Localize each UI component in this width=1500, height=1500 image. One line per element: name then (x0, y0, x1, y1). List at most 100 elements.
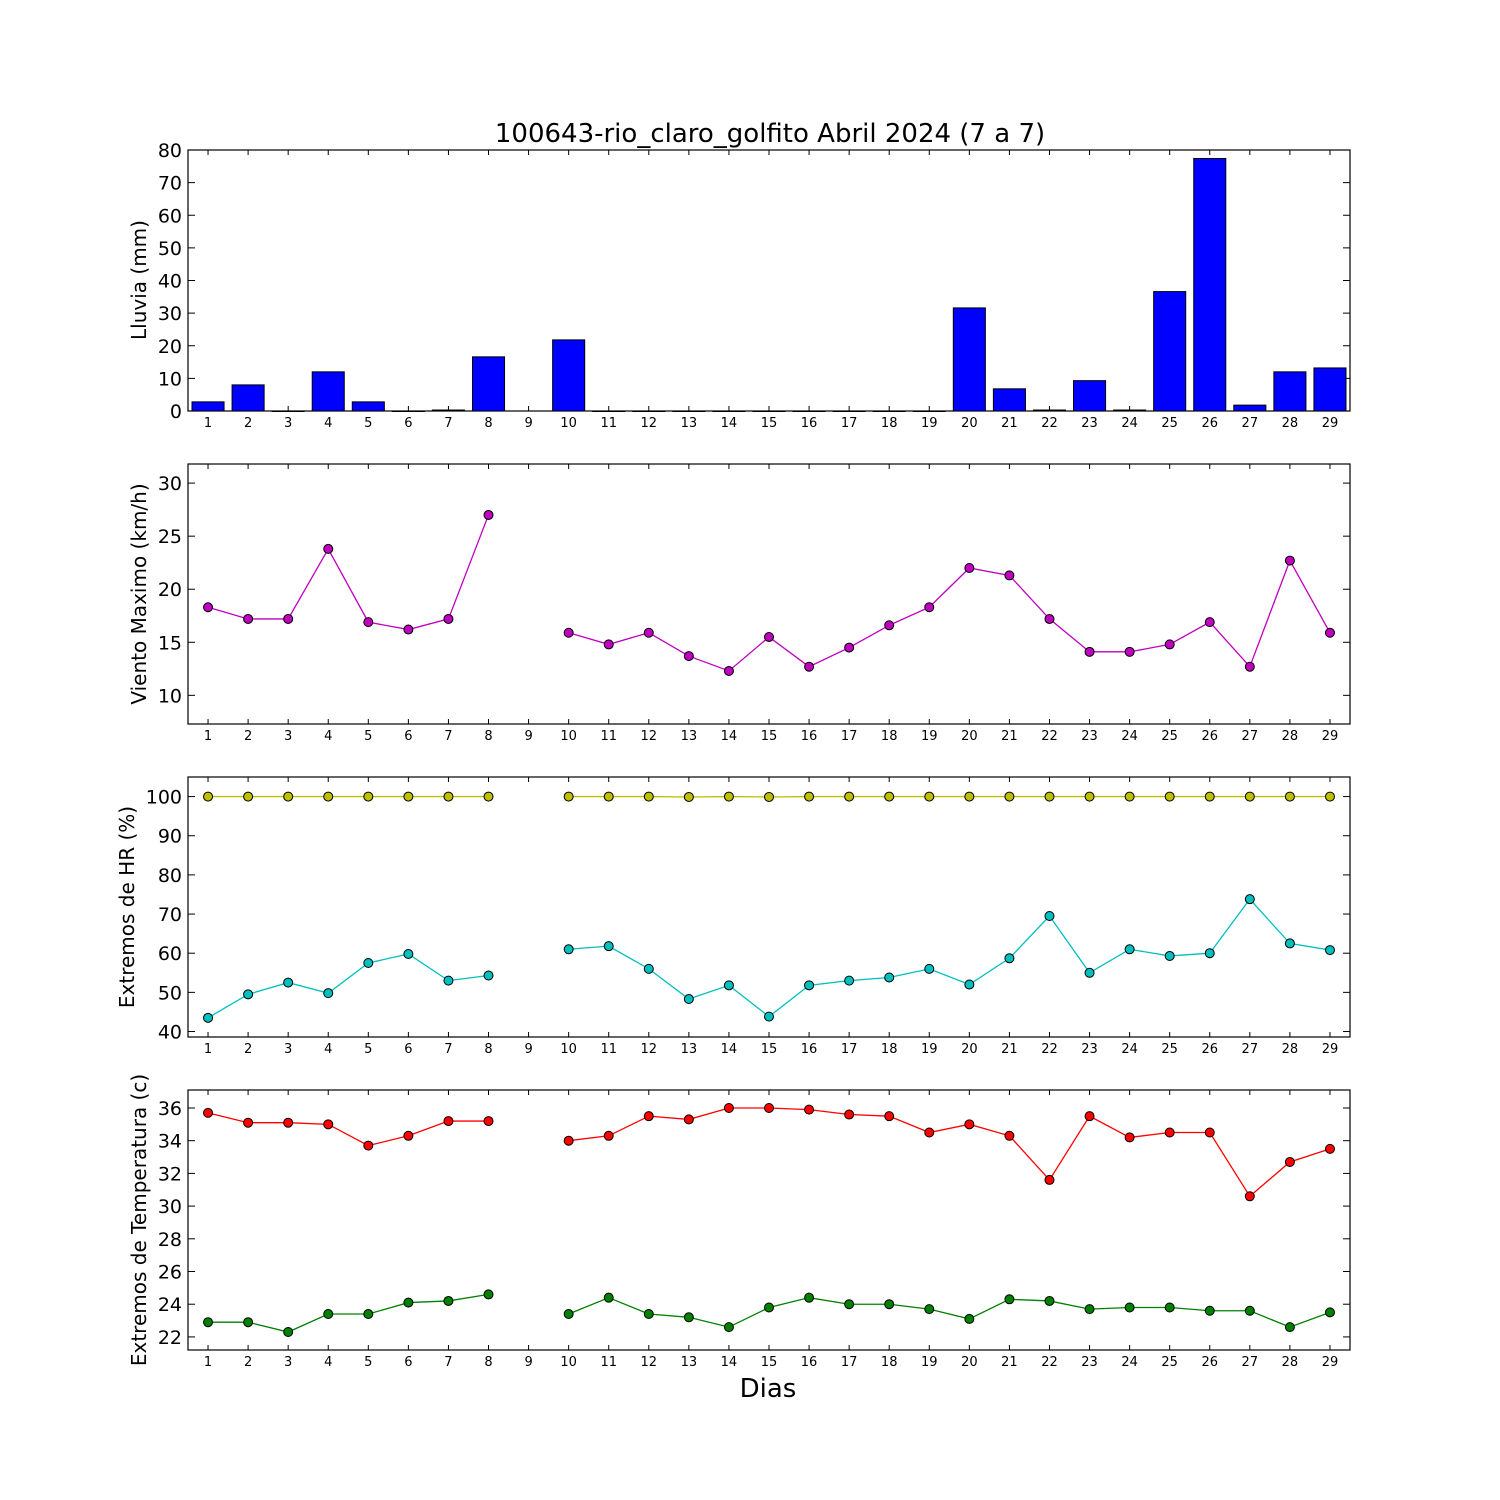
x-tick-label: 9 (524, 1355, 532, 1370)
data-point-day-11 (603, 1130, 614, 1141)
y-tick-label: 20 (158, 336, 182, 358)
data-point-day-20 (964, 979, 975, 990)
x-tick-label: 5 (364, 1042, 372, 1057)
data-point-day-14 (723, 1322, 734, 1333)
rain-bar-day-20 (952, 307, 986, 412)
x-tick-label: 21 (1001, 1355, 1018, 1370)
x-tick-label: 19 (921, 1355, 938, 1370)
x-tick-label: 18 (881, 729, 898, 744)
series-hr-max (203, 791, 1335, 802)
x-tick-label: 24 (1121, 1042, 1138, 1057)
x-tick-label: 3 (284, 1042, 292, 1057)
data-point-day-29 (1324, 791, 1335, 802)
x-axis-label: Dias (740, 1374, 797, 1404)
series-rain (191, 157, 1347, 412)
data-point-day-5 (363, 1309, 374, 1320)
series-line (207, 514, 490, 631)
x-tick-label: 3 (284, 1355, 292, 1370)
data-point-day-15 (764, 1102, 774, 1113)
data-point-day-22 (1044, 1174, 1055, 1185)
x-tick-label: 27 (1242, 1355, 1259, 1370)
x-tick-label: 3 (284, 416, 292, 431)
x-tick-label: 28 (1282, 1355, 1299, 1370)
x-tick-label: 28 (1282, 416, 1299, 431)
data-point-day-18 (884, 972, 895, 983)
data-point-day-2 (243, 613, 254, 624)
plot-frame (187, 776, 1351, 1038)
x-tick-label: 13 (681, 416, 698, 431)
data-point-day-16 (804, 980, 815, 991)
series-temp-max (203, 1102, 1335, 1202)
data-point-day-18 (884, 1111, 895, 1122)
rain-bar-day-5 (351, 401, 385, 412)
data-point-day-20 (964, 563, 975, 573)
data-point-day-3 (283, 791, 294, 802)
data-point-day-10 (563, 1309, 574, 1320)
x-tick-label: 24 (1121, 729, 1138, 744)
data-point-day-8 (483, 509, 494, 520)
x-tick-label: 2 (244, 729, 252, 744)
data-point-day-27 (1244, 1305, 1255, 1316)
data-point-day-1 (203, 602, 214, 613)
x-tick-label: 21 (1001, 416, 1018, 431)
data-point-day-13 (683, 1312, 694, 1323)
y-tick-label: 20 (158, 579, 182, 601)
rain-bar-day-29 (1313, 367, 1347, 412)
rain-bar-day-25 (1153, 291, 1187, 412)
y-tick-label: 50 (158, 238, 182, 260)
data-point-day-18 (884, 791, 895, 802)
x-tick-label: 24 (1121, 1355, 1138, 1370)
x-tick-label: 24 (1121, 416, 1138, 431)
chart-title: 100643-rio_claro_golfito Abril 2024 (7 a… (495, 119, 1045, 149)
x-tick-label: 12 (641, 729, 658, 744)
rain-bar-day-17 (832, 410, 866, 412)
rain-bar-day-18 (872, 410, 906, 412)
rain-bar-day-6 (391, 410, 425, 412)
data-point-day-8 (483, 1116, 494, 1127)
x-tick-label: 22 (1041, 1355, 1058, 1370)
data-point-day-11 (603, 1292, 614, 1303)
x-tick-label: 25 (1161, 729, 1178, 744)
x-tick-label: 28 (1282, 729, 1299, 744)
x-tick-label: 13 (681, 729, 698, 744)
data-point-day-19 (924, 1304, 935, 1315)
data-point-day-25 (1164, 1127, 1175, 1138)
data-point-day-23 (1084, 1304, 1095, 1315)
x-tick-label: 18 (881, 1042, 898, 1057)
x-tick-label: 6 (404, 416, 412, 431)
x-tick-label: 4 (324, 729, 332, 744)
data-point-day-14 (723, 980, 734, 991)
x-tick-label: 1 (204, 729, 212, 744)
x-tick-label: 17 (841, 729, 858, 744)
data-point-day-7 (443, 975, 454, 986)
data-point-day-17 (844, 1109, 855, 1120)
y-tick-label: 22 (158, 1327, 182, 1349)
rain-bar-day-24 (1113, 409, 1147, 412)
data-point-day-15 (764, 1011, 774, 1022)
y-tick-label: 34 (158, 1131, 182, 1153)
data-point-day-5 (363, 791, 374, 802)
data-point-day-19 (924, 963, 935, 974)
y-tick-label: 30 (158, 1196, 182, 1218)
x-tick-label: 9 (524, 1042, 532, 1057)
series-line (207, 1112, 489, 1147)
x-tick-label: 19 (921, 416, 938, 431)
x-tick-label: 29 (1322, 416, 1339, 431)
x-tick-label: 8 (484, 416, 492, 431)
y-tick-label: 0 (170, 401, 182, 423)
x-tick-label: 9 (524, 416, 532, 431)
x-tick-label: 25 (1161, 416, 1178, 431)
x-tick-label: 18 (881, 1355, 898, 1370)
series-hr-min (203, 894, 1335, 1023)
data-point-day-28 (1284, 791, 1295, 802)
x-tick-label: 4 (324, 416, 332, 431)
x-tick-label: 10 (560, 416, 577, 431)
rain-bar-day-22 (1032, 409, 1067, 412)
data-point-day-24 (1124, 1302, 1135, 1313)
data-point-day-2 (243, 791, 254, 802)
x-tick-label: 8 (484, 1042, 492, 1057)
y-tick-label: 32 (158, 1163, 182, 1185)
data-point-day-15 (764, 1302, 774, 1313)
x-tick-label: 7 (444, 729, 452, 744)
